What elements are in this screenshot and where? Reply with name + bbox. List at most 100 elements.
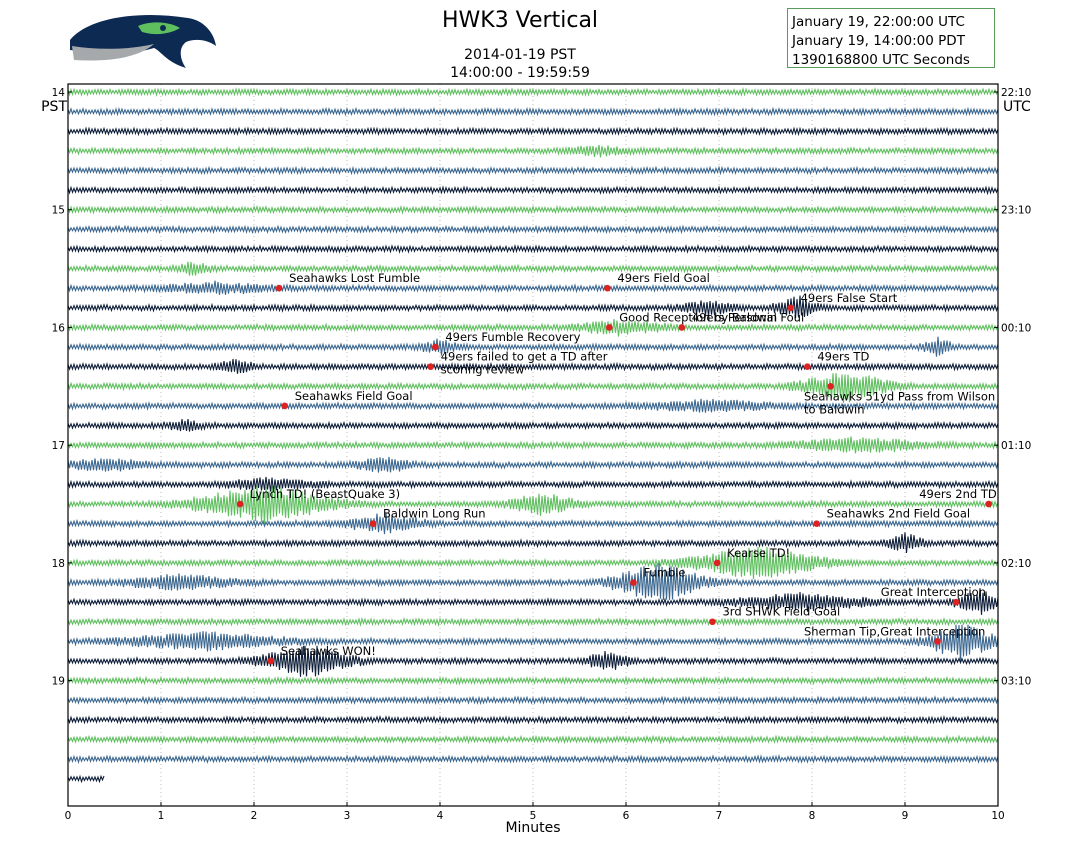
- event-marker: [267, 657, 275, 665]
- event-marker: [369, 520, 377, 527]
- info-utc: January 19, 22:00:00 UTC: [792, 14, 965, 30]
- trace-line: [67, 165, 999, 176]
- trace-line: [67, 280, 999, 295]
- x-tick-label: 1: [158, 810, 165, 822]
- trace-line: [67, 714, 999, 725]
- trace-line: [67, 616, 999, 627]
- event-marker: [787, 304, 794, 312]
- event-marker: [236, 500, 244, 508]
- trace-line: [67, 204, 999, 215]
- event-marker: [678, 324, 686, 331]
- trace-line: [67, 295, 999, 319]
- event-marker: [275, 284, 283, 292]
- trace-line: [67, 373, 999, 404]
- event-label: 49ers Personal Foul: [692, 310, 804, 324]
- event-marker: [813, 520, 820, 527]
- event-label: 49ers 2nd TD: [919, 487, 997, 501]
- chart-subtitle-date: 2014-01-19 PST: [464, 47, 576, 63]
- x-axis-label: Minutes: [505, 820, 560, 836]
- x-tick-label: 3: [344, 810, 351, 822]
- x-tick-label: 7: [716, 810, 723, 822]
- event-marker: [432, 343, 439, 351]
- event-label: Seahawks 51yd Pass from Wilson to Baldwin: [804, 389, 995, 416]
- event-label: 3rd SHWK Field Goal: [722, 605, 840, 619]
- event-marker: [934, 638, 941, 645]
- trace-line: [67, 86, 999, 97]
- event-label: 49ers failed to get a TD after scoring re…: [441, 350, 608, 377]
- trace-line: [67, 243, 999, 254]
- right-axis-label: UTC: [1003, 99, 1031, 115]
- trace-line: [67, 754, 999, 765]
- trace-line: [67, 456, 999, 473]
- info-utc-seconds: 1390168800 UTC Seconds: [792, 52, 970, 68]
- left-axis-label: PST: [41, 99, 67, 115]
- trace-line: [67, 419, 999, 432]
- event-label: Lynch TD! (BeastQuake 3): [250, 487, 400, 501]
- right-tick-label: 01:10: [1001, 440, 1031, 452]
- event-marker: [630, 579, 637, 586]
- right-tick-label: 00:10: [1001, 322, 1031, 334]
- event-marker: [605, 324, 613, 331]
- event-label: 49ers Fumble Recovery: [445, 330, 580, 344]
- chart-title: HWK3 Vertical: [441, 8, 599, 33]
- trace-line: [67, 532, 999, 553]
- x-tick-label: 8: [809, 810, 816, 822]
- trace-line: [67, 734, 999, 745]
- event-label: Great Interception: [881, 585, 986, 599]
- trace-line: [67, 546, 999, 579]
- event-marker: [713, 559, 721, 567]
- event-label: Seahawks WON!: [281, 644, 376, 658]
- time-info-box: January 19, 22:00:00 UTC January 19, 14:…: [787, 8, 995, 68]
- event-markers: Seahawks Lost Fumble 49ers Field Goal 49er…: [236, 271, 997, 665]
- event-marker: [281, 402, 288, 410]
- event-label: 49ers TD: [817, 350, 869, 364]
- event-label: 49ers Field Goal: [617, 271, 709, 285]
- trace-line: [67, 694, 999, 706]
- trace-line: [67, 485, 999, 525]
- event-marker: [985, 500, 992, 508]
- event-label: Kearse TD!: [727, 546, 790, 560]
- trace-line: [67, 774, 105, 784]
- chart-subtitle-time: 14:00:00 - 19:59:59: [450, 65, 590, 81]
- right-tick-label: 03:10: [1001, 676, 1031, 688]
- x-tick-label: 10: [991, 810, 1004, 822]
- event-label: Baldwin Long Run: [383, 507, 486, 521]
- minute-grid: [160, 84, 906, 806]
- left-tick-label: 18: [52, 558, 65, 570]
- x-tick-label: 0: [65, 810, 72, 822]
- right-tick-label: 23:10: [1001, 205, 1031, 217]
- trace-line: [67, 512, 999, 535]
- x-tick-label: 5: [530, 810, 537, 822]
- trace-line: [67, 144, 999, 158]
- right-tick-label: 22:10: [1001, 87, 1031, 99]
- event-marker: [709, 618, 716, 626]
- trace-line: [67, 336, 999, 357]
- trace-line: [67, 675, 999, 686]
- event-label: Seahawks Field Goal: [295, 389, 413, 403]
- trace-line: [67, 563, 999, 600]
- trace-line: [67, 261, 999, 276]
- trace-line: [67, 126, 999, 137]
- trace-line: [67, 358, 999, 374]
- event-label: Seahawks 2nd Field Goal: [827, 507, 970, 521]
- left-tick-label: 14: [52, 87, 66, 99]
- x-tick-label: 6: [623, 810, 630, 822]
- trace-line: [67, 318, 999, 337]
- trace-line: [67, 476, 999, 492]
- event-marker: [804, 363, 811, 370]
- event-label: Good Reception by Baldwin: [619, 310, 777, 324]
- event-label: 49ers False Start: [801, 291, 898, 305]
- x-tick-label: 2: [251, 810, 258, 822]
- trace-line: [67, 645, 999, 677]
- event-marker: [604, 284, 611, 292]
- trace-line: [67, 588, 999, 615]
- event-label: Fumble: [643, 566, 685, 580]
- trace-line: [67, 398, 999, 413]
- event-label: Seahawks Lost Fumble: [289, 271, 420, 285]
- info-pdt: January 19, 14:00:00 PDT: [792, 33, 965, 49]
- left-tick-label: 16: [52, 322, 66, 334]
- event-marker: [952, 598, 960, 606]
- trace-line: [67, 185, 999, 196]
- event-marker: [427, 363, 435, 370]
